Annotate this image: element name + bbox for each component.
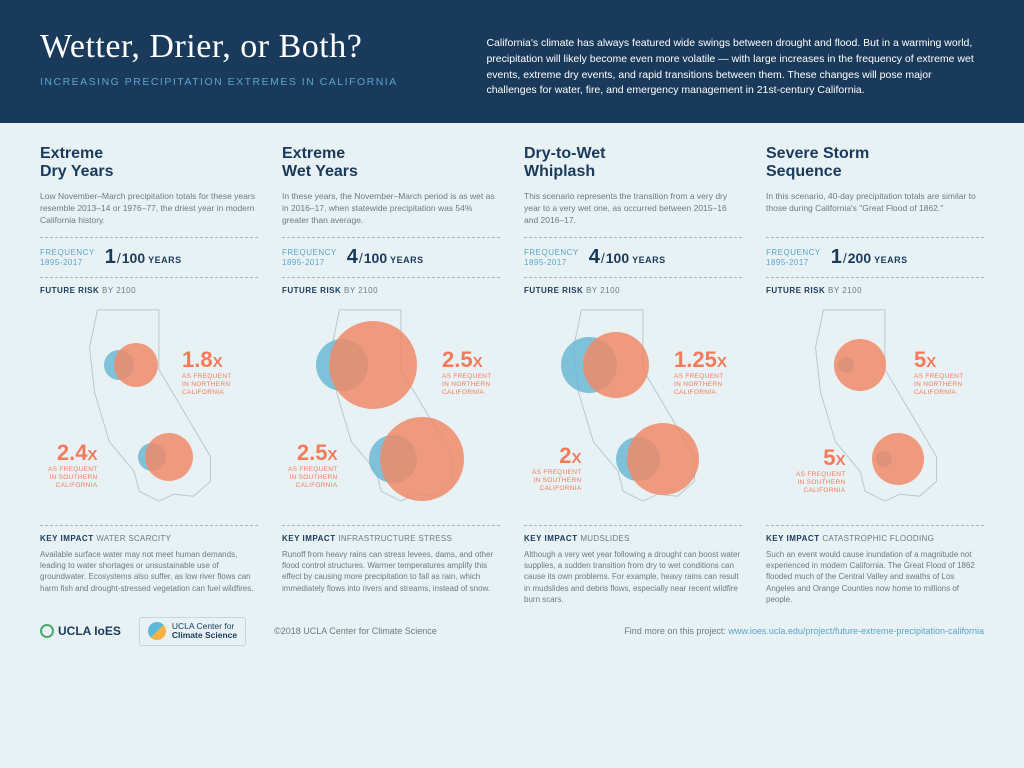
- circle-future: [114, 343, 158, 387]
- column-desc: Low November–March precipitation totals …: [40, 191, 258, 229]
- find-more: Find more on this project: www.ioes.ucla…: [624, 626, 984, 636]
- frequency-row: FREQUENCY1895-2017 4/100YEARS: [524, 246, 742, 269]
- column-title: ExtremeDry Years: [40, 145, 258, 183]
- column-desc: In these years, the November–March perio…: [282, 191, 500, 229]
- frequency-row: FREQUENCY1895-2017 1/200YEARS: [766, 246, 984, 269]
- column-2: Dry-to-WetWhiplash This scenario represe…: [524, 145, 742, 607]
- column-title: Severe StormSequence: [766, 145, 984, 183]
- page-title: Wetter, Drier, or Both?: [40, 28, 436, 66]
- multiplier-south: 2.5X AS FREQUENTIN SOUTHERNCALIFORNIA: [288, 442, 338, 489]
- impact-desc: Available surface water may not meet hum…: [40, 549, 258, 607]
- logo-climate-icon: [148, 622, 166, 640]
- frequency-value: 4/100YEARS: [589, 246, 666, 269]
- future-risk-label: FUTURE RISK BY 2100: [40, 286, 258, 295]
- logo-climate: UCLA Center for Climate Science: [139, 617, 246, 646]
- frequency-value: 4/100YEARS: [347, 246, 424, 269]
- header-intro: California's climate has always featured…: [486, 28, 984, 99]
- column-1: ExtremeWet Years In these years, the Nov…: [282, 145, 500, 607]
- copyright: ©2018 UCLA Center for Climate Science: [274, 626, 437, 636]
- frequency-row: FREQUENCY1895-2017 4/100YEARS: [282, 246, 500, 269]
- multiplier-south: 2.4X AS FREQUENTIN SOUTHERNCALIFORNIA: [48, 442, 98, 489]
- viz: 1.25X AS FREQUENTIN NORTHERNCALIFORNIA 2…: [524, 297, 742, 517]
- frequency-label: FREQUENCY1895-2017: [282, 248, 337, 267]
- column-3: Severe StormSequence In this scenario, 4…: [766, 145, 984, 607]
- multiplier-north: 2.5X AS FREQUENTIN NORTHERNCALIFORNIA: [442, 349, 492, 396]
- frequency-value: 1/100YEARS: [105, 246, 182, 269]
- impact-label: KEY IMPACT MUDSLIDES: [524, 534, 742, 543]
- circle-future: [872, 433, 924, 485]
- columns: ExtremeDry Years Low November–March prec…: [0, 123, 1024, 607]
- circle-future: [145, 433, 193, 481]
- future-risk-label: FUTURE RISK BY 2100: [766, 286, 984, 295]
- impact-label: KEY IMPACT CATASTROPHIC FLOODING: [766, 534, 984, 543]
- viz: 5X AS FREQUENTIN NORTHERNCALIFORNIA 5X A…: [766, 297, 984, 517]
- circle-future: [583, 332, 649, 398]
- column-desc: In this scenario, 40-day precipitation t…: [766, 191, 984, 229]
- impact-desc: Runoff from heavy rains can stress levee…: [282, 549, 500, 607]
- circle-future: [380, 417, 464, 501]
- impact-desc: Although a very wet year following a dro…: [524, 549, 742, 607]
- circle-future: [834, 339, 886, 391]
- logo-ioes-text: UCLA IoES: [58, 624, 121, 638]
- future-risk-label: FUTURE RISK BY 2100: [524, 286, 742, 295]
- multiplier-north: 1.8X AS FREQUENTIN NORTHERNCALIFORNIA: [182, 349, 232, 396]
- impact-label: KEY IMPACT INFRASTRUCTURE STRESS: [282, 534, 500, 543]
- multiplier-north: 5X AS FREQUENTIN NORTHERNCALIFORNIA: [914, 349, 964, 396]
- viz: 2.5X AS FREQUENTIN NORTHERNCALIFORNIA 2.…: [282, 297, 500, 517]
- impact-desc: Such an event would cause inundation of …: [766, 549, 984, 607]
- find-more-link[interactable]: www.ioes.ucla.edu/project/future-extreme…: [728, 626, 984, 636]
- frequency-row: FREQUENCY1895-2017 1/100YEARS: [40, 246, 258, 269]
- viz: 1.8X AS FREQUENTIN NORTHERNCALIFORNIA 2.…: [40, 297, 258, 517]
- frequency-label: FREQUENCY1895-2017: [40, 248, 95, 267]
- circle-future: [329, 321, 417, 409]
- logo-ioes: UCLA IoES: [40, 624, 121, 638]
- column-desc: This scenario represents the transition …: [524, 191, 742, 229]
- column-title: ExtremeWet Years: [282, 145, 500, 183]
- circle-future: [627, 423, 699, 495]
- header: Wetter, Drier, or Both? INCREASING PRECI…: [0, 0, 1024, 123]
- column-0: ExtremeDry Years Low November–March prec…: [40, 145, 258, 607]
- header-left: Wetter, Drier, or Both? INCREASING PRECI…: [40, 28, 436, 99]
- impact-label: KEY IMPACT WATER SCARCITY: [40, 534, 258, 543]
- multiplier-south: 2X AS FREQUENTIN SOUTHERNCALIFORNIA: [532, 445, 582, 492]
- future-risk-label: FUTURE RISK BY 2100: [282, 286, 500, 295]
- footer: UCLA IoES UCLA Center for Climate Scienc…: [0, 607, 1024, 656]
- logo-ioes-icon: [40, 624, 54, 638]
- logo-climate-text: UCLA Center for Climate Science: [172, 622, 237, 641]
- frequency-label: FREQUENCY1895-2017: [766, 248, 821, 267]
- page-subtitle: INCREASING PRECIPITATION EXTREMES IN CAL…: [40, 76, 436, 88]
- frequency-label: FREQUENCY1895-2017: [524, 248, 579, 267]
- multiplier-north: 1.25X AS FREQUENTIN NORTHERNCALIFORNIA: [674, 349, 727, 396]
- multiplier-south: 5X AS FREQUENTIN SOUTHERNCALIFORNIA: [796, 447, 846, 494]
- column-title: Dry-to-WetWhiplash: [524, 145, 742, 183]
- frequency-value: 1/200YEARS: [831, 246, 908, 269]
